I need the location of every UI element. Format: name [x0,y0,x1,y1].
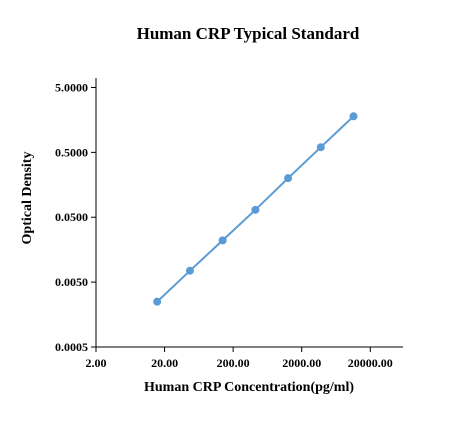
x-tick-label: 2.00 [86,356,107,370]
x-axis: 2.00 20.00 200.00 2000.00 20000.00 [86,346,403,370]
y-tick-label: 0.0500 [55,210,88,224]
data-point [251,205,260,214]
y-tick-label: 0.5000 [55,145,88,159]
data-point [349,112,358,121]
chart-title: Human CRP Typical Standard [137,24,360,43]
series-layer [153,112,358,306]
x-tick-label: 200.00 [217,356,250,370]
x-tick-label: 20000.00 [348,356,393,370]
y-tick-label: 0.0005 [55,340,88,354]
data-point [284,174,293,183]
data-point [218,236,227,245]
data-point [316,143,325,152]
y-tick-label: 0.0050 [55,275,88,289]
y-axis-label: Optical Density [20,152,35,245]
x-tick-label: 2000.00 [282,356,321,370]
y-axis: 0.0005 0.0050 0.0500 0.5000 5.0000 [55,78,97,354]
data-point [185,266,194,275]
x-tick-label: 20.00 [151,356,178,370]
data-point [153,297,162,306]
x-axis-label: Human CRP Concentration(pg/ml) [144,380,354,395]
y-tick-label: 5.0000 [55,80,88,94]
